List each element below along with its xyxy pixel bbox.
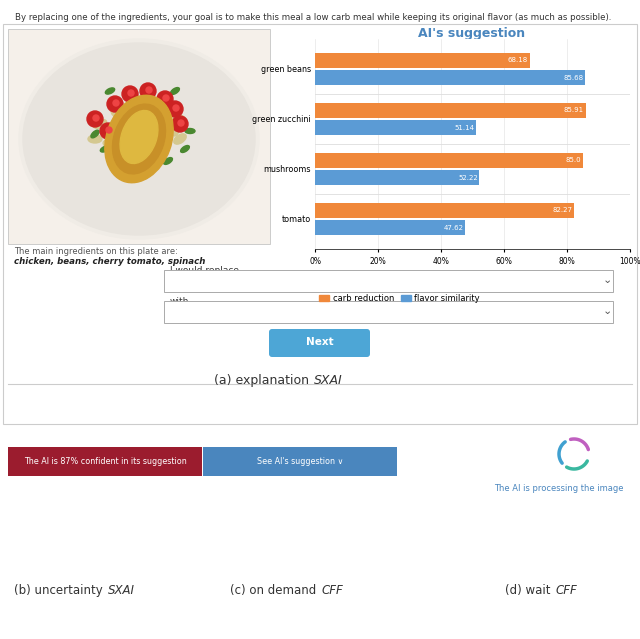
Ellipse shape <box>159 138 171 150</box>
Text: 85.0: 85.0 <box>566 157 581 164</box>
Ellipse shape <box>105 88 115 93</box>
Ellipse shape <box>185 128 195 134</box>
Text: Next: Next <box>306 337 334 347</box>
Circle shape <box>93 115 99 121</box>
Ellipse shape <box>145 118 156 130</box>
Circle shape <box>106 127 112 133</box>
Text: chicken, beans, cherry tomato, spinach: chicken, beans, cherry tomato, spinach <box>14 257 205 266</box>
Ellipse shape <box>143 166 153 172</box>
Bar <box>315 103 586 118</box>
Text: ⌄: ⌄ <box>602 275 612 285</box>
Text: optimizing for flavor and nutrition goal:: optimizing for flavor and nutrition goal… <box>383 64 561 73</box>
Circle shape <box>113 100 119 106</box>
Circle shape <box>173 105 179 111</box>
Circle shape <box>146 87 152 93</box>
Bar <box>315 53 530 68</box>
Circle shape <box>122 86 138 102</box>
Bar <box>315 220 465 235</box>
Ellipse shape <box>100 146 109 152</box>
Text: The main ingredients on this plate are:: The main ingredients on this plate are: <box>14 247 178 256</box>
Ellipse shape <box>173 134 186 144</box>
Ellipse shape <box>170 88 180 94</box>
Ellipse shape <box>158 110 172 118</box>
Text: CFF: CFF <box>555 584 577 597</box>
Ellipse shape <box>131 107 140 121</box>
Ellipse shape <box>103 140 116 148</box>
Bar <box>315 70 585 85</box>
Ellipse shape <box>169 124 181 134</box>
Text: 85.68: 85.68 <box>563 75 583 81</box>
Legend: carb reduction, flavor similarity: carb reduction, flavor similarity <box>316 291 483 307</box>
FancyBboxPatch shape <box>3 24 637 424</box>
Text: beans: beans <box>472 42 502 51</box>
Text: 82.27: 82.27 <box>552 208 573 213</box>
Ellipse shape <box>108 105 122 113</box>
Text: See AI's suggestion ∨: See AI's suggestion ∨ <box>257 457 343 466</box>
Text: with: with <box>170 297 189 306</box>
Text: CFF: CFF <box>321 584 343 597</box>
Text: with the following top 4 options by: with the following top 4 options by <box>393 54 551 63</box>
Text: SXAI: SXAI <box>108 584 135 597</box>
Text: AI's suggestion: AI's suggestion <box>419 27 525 40</box>
Bar <box>315 170 479 185</box>
FancyBboxPatch shape <box>269 329 370 357</box>
Text: SXAI: SXAI <box>314 374 343 387</box>
Ellipse shape <box>180 146 189 153</box>
FancyBboxPatch shape <box>164 301 613 323</box>
Circle shape <box>140 83 156 99</box>
Circle shape <box>128 90 134 96</box>
Bar <box>315 120 476 135</box>
Ellipse shape <box>154 104 166 114</box>
Text: 47.62: 47.62 <box>444 224 463 231</box>
Text: 52.22: 52.22 <box>458 174 478 180</box>
Circle shape <box>163 95 169 101</box>
Circle shape <box>157 91 173 107</box>
FancyBboxPatch shape <box>8 447 202 476</box>
Ellipse shape <box>113 104 166 174</box>
Text: (d) wait: (d) wait <box>505 584 554 597</box>
FancyBboxPatch shape <box>203 447 397 476</box>
Circle shape <box>87 111 103 127</box>
Ellipse shape <box>140 143 150 155</box>
Ellipse shape <box>174 113 186 125</box>
FancyBboxPatch shape <box>164 270 613 292</box>
Text: 68.18: 68.18 <box>508 58 528 63</box>
Bar <box>315 153 583 168</box>
Circle shape <box>167 101 183 117</box>
Ellipse shape <box>93 120 107 128</box>
Ellipse shape <box>105 95 173 183</box>
Ellipse shape <box>120 160 129 167</box>
Text: I would replace: I would replace <box>170 266 239 275</box>
Ellipse shape <box>90 133 100 145</box>
Ellipse shape <box>90 131 100 137</box>
Text: ⌄: ⌄ <box>602 306 612 316</box>
Text: (b) uncertainty: (b) uncertainty <box>15 584 107 597</box>
Text: 85.91: 85.91 <box>564 107 584 114</box>
Text: By replacing one of the ingredients, your goal is to make this meal a low carb m: By replacing one of the ingredients, you… <box>15 13 611 22</box>
Text: 51.14: 51.14 <box>454 125 474 130</box>
Ellipse shape <box>120 153 131 165</box>
Ellipse shape <box>19 39 259 239</box>
FancyBboxPatch shape <box>8 29 270 244</box>
Circle shape <box>178 120 184 126</box>
Text: The AI is processing the image: The AI is processing the image <box>494 484 623 493</box>
Text: (c) on demand: (c) on demand <box>230 584 320 597</box>
Ellipse shape <box>120 111 158 164</box>
Bar <box>315 203 574 218</box>
Circle shape <box>100 123 116 139</box>
Ellipse shape <box>164 157 172 165</box>
Text: (a) explanation: (a) explanation <box>214 374 313 387</box>
Circle shape <box>172 116 188 132</box>
Circle shape <box>107 96 123 112</box>
Text: The AI is 87% confident in its suggestion: The AI is 87% confident in its suggestio… <box>24 457 186 466</box>
Ellipse shape <box>23 43 255 235</box>
Ellipse shape <box>115 123 125 135</box>
Text: The AI suggested replacing: The AI suggested replacing <box>346 42 472 51</box>
